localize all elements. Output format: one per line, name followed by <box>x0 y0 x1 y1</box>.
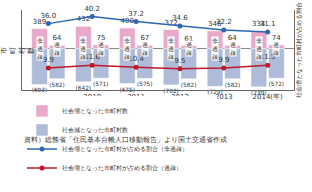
svg-text:74: 74 <box>272 34 281 42</box>
svg-text:過疎: 過疎 <box>98 41 104 56</box>
svg-text:400: 400 <box>121 17 134 25</box>
svg-text:社会増となった市町村が占める割合（過疎）: 社会増となった市町村が占める割合（過疎） <box>62 164 182 172</box>
svg-text:過疎: 過疎 <box>273 41 279 56</box>
svg-text:非過疎: 非過疎 <box>37 37 43 60</box>
svg-text:資料）総務省「住民基本台帳人口移動報告」より国土交通省作成: 資料）総務省「住民基本台帳人口移動報告」より国土交通省作成 <box>24 136 227 144</box>
svg-text:社会増となった市町村が占める割合: 社会増となった市町村が占める割合 <box>295 2 303 98</box>
svg-text:10.4: 10.4 <box>128 55 144 63</box>
svg-text:9.9: 9.9 <box>43 56 54 64</box>
svg-text:11.6: 11.6 <box>84 53 100 61</box>
svg-text:389: 389 <box>33 18 46 26</box>
svg-text:(729): (729) <box>207 89 223 95</box>
svg-text:非過疎: 非過疎 <box>168 37 174 60</box>
svg-text:346: 346 <box>208 20 222 28</box>
svg-text:社会増となった市町村数: 社会増となった市町村数 <box>62 107 128 115</box>
svg-text:非過疎: 非過疎 <box>256 37 262 60</box>
svg-text:32.2: 32.2 <box>216 18 232 26</box>
svg-text:非過疎: 非過疎 <box>80 37 86 60</box>
svg-text:37.2: 37.2 <box>128 10 144 18</box>
svg-text:市町村数: 市町村数 <box>0 47 35 55</box>
svg-text:非過疎: 非過疎 <box>124 37 130 60</box>
svg-text:非過疎: 非過疎 <box>212 37 218 60</box>
svg-text:(582): (582) <box>181 82 197 88</box>
svg-text:(572): (572) <box>269 81 285 87</box>
svg-text:過疎: 過疎 <box>186 41 192 56</box>
svg-text:社会減となった市町村数: 社会減となった市町村数 <box>62 126 128 134</box>
svg-text:75: 75 <box>97 34 106 42</box>
svg-text:(675): (675) <box>119 87 135 93</box>
svg-text:11.5: 11.5 <box>260 53 276 61</box>
svg-text:過疎: 過疎 <box>230 41 236 56</box>
svg-text:(571): (571) <box>93 81 109 87</box>
svg-text:9.5: 9.5 <box>174 57 185 65</box>
svg-text:334: 334 <box>252 20 266 28</box>
svg-text:(582): (582) <box>225 82 241 88</box>
svg-text:過疎: 過疎 <box>54 41 60 56</box>
svg-text:31.1: 31.1 <box>260 20 276 28</box>
svg-text:過疎: 過疎 <box>142 41 148 56</box>
svg-text:9.9: 9.9 <box>218 56 229 64</box>
svg-text:(693): (693) <box>32 87 48 93</box>
svg-text:社会増となった市町村が占める割合（非過疎）: 社会増となった市町村が占める割合（非過疎） <box>62 145 188 153</box>
svg-text:432: 432 <box>77 15 90 23</box>
svg-text:64: 64 <box>228 34 237 42</box>
svg-text:372: 372 <box>164 19 177 27</box>
svg-text:(702): (702) <box>163 88 179 94</box>
svg-text:36.0: 36.0 <box>41 12 57 20</box>
svg-text:67: 67 <box>140 34 149 42</box>
svg-text:(582): (582) <box>49 82 65 88</box>
svg-text:(575): (575) <box>137 81 153 87</box>
svg-text:(739): (739) <box>251 90 267 96</box>
svg-text:34.6: 34.6 <box>172 14 188 22</box>
svg-text:64: 64 <box>52 34 61 42</box>
svg-text:(642): (642) <box>76 85 92 91</box>
svg-text:2013: 2013 <box>215 93 233 101</box>
svg-text:61: 61 <box>184 35 193 43</box>
svg-text:2014(年): 2014(年) <box>253 93 284 101</box>
svg-text:40.2: 40.2 <box>84 5 100 13</box>
